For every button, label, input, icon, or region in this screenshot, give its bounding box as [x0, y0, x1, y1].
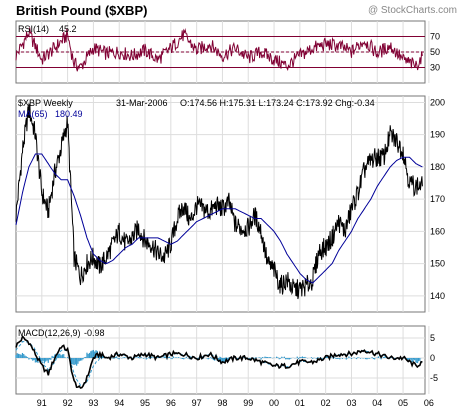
y-tick-label: -5 [430, 373, 438, 383]
y-tick-label: 170 [430, 194, 445, 204]
y-tick-label: 200 [430, 97, 445, 107]
x-tick-label: 04 [372, 398, 382, 408]
x-tick-label: 05 [398, 398, 408, 408]
ma-value: 180.49 [55, 109, 83, 119]
y-tick-label: 160 [430, 226, 445, 236]
x-tick-label: 03 [346, 398, 356, 408]
rsi-value: 45.2 [59, 24, 77, 34]
x-tick-label: 94 [114, 398, 124, 408]
macd-label: MACD(12,26,9) [18, 328, 81, 338]
price-label: $XBP Weekly [18, 98, 73, 108]
x-tick-label: 01 [295, 398, 305, 408]
macd-value: -0.98 [84, 328, 105, 338]
x-tick-label: 99 [243, 398, 253, 408]
x-axis: 91 92 93 94 95 96 97 98 99 00 01 02 03 04 05 06 [37, 398, 434, 408]
x-tick-label: 00 [269, 398, 279, 408]
x-tick-label: 95 [140, 398, 150, 408]
price-line [15, 103, 423, 300]
y-tick-label: 150 [430, 259, 445, 269]
x-tick-label: 97 [192, 398, 202, 408]
ma-line [15, 153, 423, 284]
price-panel: $XBP Weekly 31-Mar-2006 O:174.56 H:175.3… [15, 95, 445, 313]
x-tick-label: 98 [217, 398, 227, 408]
x-tick-label: 91 [37, 398, 47, 408]
y-tick-label: 70 [430, 32, 440, 42]
y-tick-label: 5 [430, 333, 435, 343]
rsi-label: RSI(14) [18, 24, 49, 34]
chart-title: British Pound ($XBP) [16, 3, 147, 18]
price-date: 31-Mar-2006 [116, 98, 168, 108]
macd-line [15, 334, 423, 389]
macd-panel: MACD(12,26,9) -0.98 5 0 -5 [15, 325, 438, 395]
y-tick-label: 190 [430, 130, 445, 140]
y-tick-label: 50 [430, 47, 440, 57]
watermark: @ StockCharts.com [368, 5, 457, 16]
y-tick-label: 0 [430, 353, 435, 363]
price-ohlc: O:174.56 H:175.31 L:173.24 C:173.92 Chg:… [180, 98, 375, 108]
y-tick-label: 140 [430, 291, 445, 301]
x-tick-label: 93 [88, 398, 98, 408]
x-tick-label: 02 [321, 398, 331, 408]
x-tick-label: 92 [63, 398, 73, 408]
rsi-line [15, 27, 423, 72]
x-tick-label: 06 [424, 398, 434, 408]
x-tick-label: 96 [166, 398, 176, 408]
rsi-panel: RSI(14) 45.2 70 50 30 [15, 20, 440, 84]
ma-label: MA(65) [18, 109, 48, 119]
y-tick-label: 180 [430, 162, 445, 172]
y-tick-label: 30 [430, 63, 440, 73]
